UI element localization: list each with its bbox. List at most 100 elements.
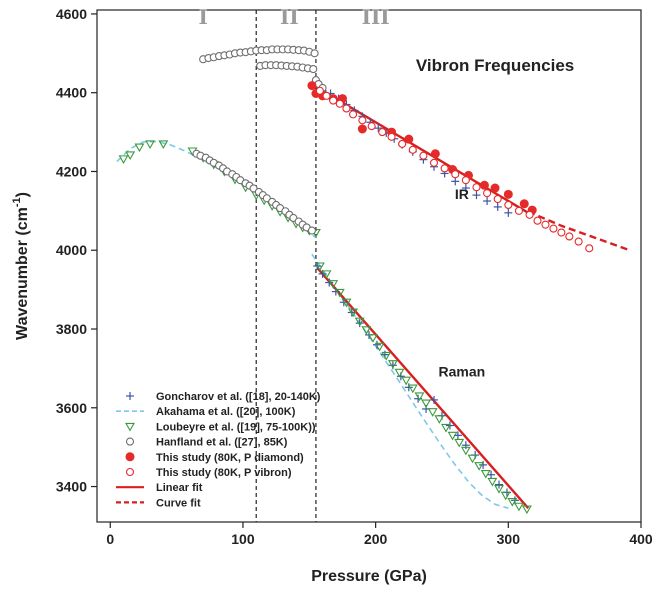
data-point [521,505,532,515]
data-point [487,477,498,487]
data-point [483,189,492,198]
data-point [440,164,449,173]
data-point [374,342,385,352]
y-tick-label: 3800 [56,321,87,337]
data-point [374,124,383,133]
data-point [541,220,550,229]
data-point [125,467,135,477]
data-point [357,124,367,134]
data-point [483,197,492,206]
data-point [309,65,318,74]
data-point [158,140,169,150]
data-point [125,422,135,432]
data-point [525,210,534,219]
data-point [421,399,432,409]
data-point [125,437,135,446]
data-point [325,278,334,287]
axes: 0 100 200 300 400 3400 3600 3800 4000 4200 4400 460… [56,6,653,547]
legend-label: Hanfland et al. ([27], 85K) [156,437,288,449]
data-point [574,237,583,246]
data-point [404,134,414,144]
data-point [434,415,445,424]
legend-label: Akahama et al. ([20], 100K) [156,406,296,418]
x-tick-label: 300 [497,531,521,547]
data-point [585,244,594,253]
data-point [394,368,405,378]
data-point [334,288,345,298]
data-point [513,502,524,512]
data-point [328,280,339,289]
data-point [429,158,439,167]
data-point [565,232,574,241]
series-line [116,140,317,239]
series-line [527,210,629,251]
data-point [430,395,439,404]
data-point [493,202,502,211]
data-point [134,143,145,153]
data-point [335,99,344,108]
data-point [454,438,465,448]
data-point [447,431,458,441]
data-point [125,452,135,462]
x-tick-label: 0 [106,531,114,547]
legend-label: Curve fit [156,497,201,509]
data-point [460,446,471,456]
data-point [503,189,513,199]
data-point [358,116,367,125]
data-point [557,228,566,237]
y-tick-label: 4600 [56,6,87,22]
data-point [493,194,502,204]
data-point [398,139,407,148]
legend-label: This study (80K, P vibron) [156,467,292,479]
data-point [349,110,358,119]
data-point [419,151,428,160]
data-point [367,122,376,131]
annotation-label: Raman [439,363,486,379]
annotation-label: IR [455,186,469,202]
y-tick-label: 4200 [56,163,87,179]
data-point [125,151,136,161]
plot-frame [96,9,642,523]
data-point [430,149,440,159]
data-point [368,334,378,343]
data-point [348,308,359,318]
y-tick-label: 3600 [56,400,87,416]
y-axis-title-main: Wavenumber (cm [14,207,31,340]
data-point [490,183,500,193]
data-point [401,376,412,386]
y-axis-title: Wavenumber (cm-1) [11,192,31,340]
x-tick-label: 200 [364,531,388,547]
data-point [314,262,325,272]
data-point [461,184,470,193]
data-series [116,45,629,515]
data-point [494,484,504,494]
data-point [479,180,489,190]
annotation-label: Vibron Frequencies [416,56,574,75]
data-point [451,170,460,179]
data-point [480,470,491,479]
data-point [472,183,481,192]
data-point [145,140,156,150]
data-point [387,360,398,369]
data-point [310,49,319,58]
data-point [414,392,425,402]
y-axis-title-superscript: -1 [11,197,23,207]
legend-label: Loubeyre et al. ([19], 75-100K)) [156,421,316,433]
y-axis-title-close: ) [14,192,31,197]
data-point [407,384,418,394]
data-point [126,392,134,400]
data-point [427,408,438,417]
data-point [533,216,542,225]
series-line [316,267,530,509]
data-point [387,132,396,141]
data-point [408,145,417,154]
phase-label: III [362,5,390,29]
data-point [461,176,470,185]
y-tick-label: 4400 [56,85,87,101]
x-axis-title: Pressure (GPa) [311,568,427,585]
data-point [322,91,331,100]
data-point [549,224,558,233]
data-point [451,177,460,186]
data-point [381,351,392,361]
